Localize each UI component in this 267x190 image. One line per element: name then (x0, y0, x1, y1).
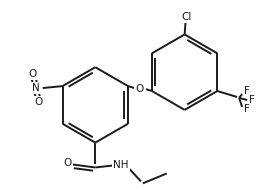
Text: F: F (244, 104, 250, 114)
Text: O: O (29, 69, 37, 79)
Text: F: F (249, 95, 255, 105)
Text: O: O (35, 97, 43, 107)
Text: N: N (32, 83, 40, 93)
Text: Cl: Cl (181, 12, 192, 22)
Text: NH: NH (113, 161, 129, 170)
Text: O: O (136, 84, 144, 93)
Text: O: O (63, 158, 72, 169)
Text: F: F (244, 86, 250, 96)
